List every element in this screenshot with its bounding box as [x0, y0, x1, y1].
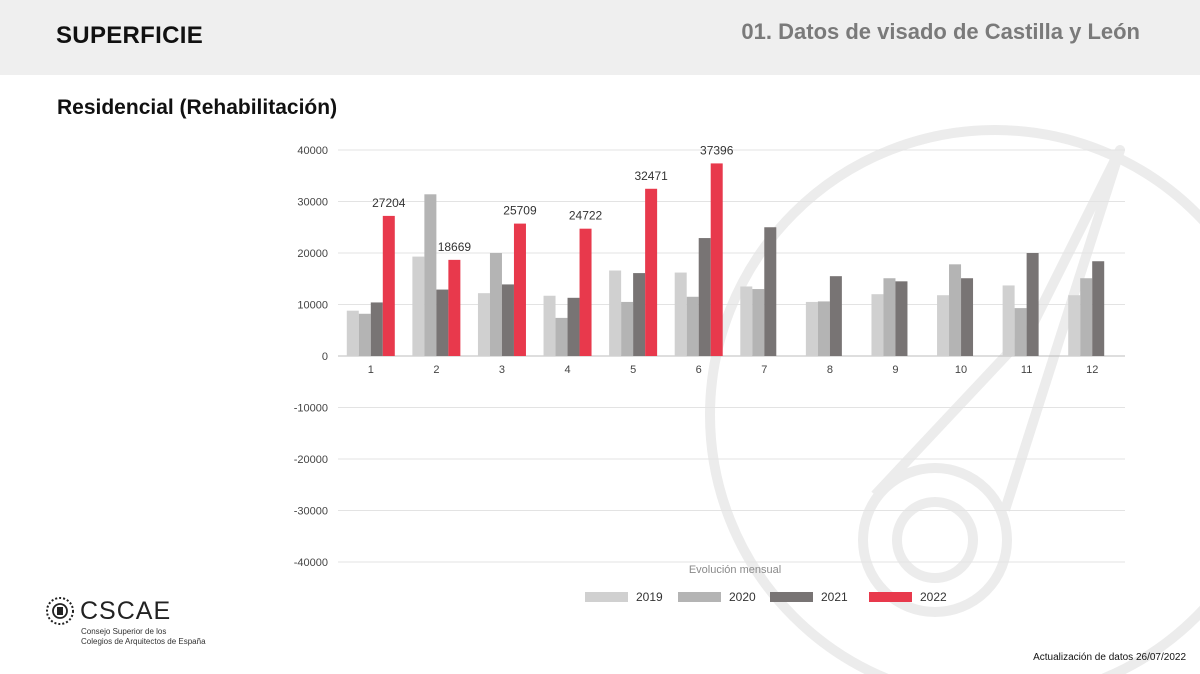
bar-2021-m12 — [1092, 261, 1105, 356]
bar-2020-m6 — [686, 296, 699, 356]
x-tick-label: 12 — [1086, 364, 1098, 376]
y-tick-label: 0 — [322, 351, 328, 363]
legend-label: 2022 — [920, 590, 947, 604]
document-title: 01. Datos de visado de Castilla y León — [741, 19, 1140, 44]
bar-2020-m3 — [489, 253, 502, 356]
bar-2022-m3 — [513, 223, 526, 356]
bar-2021-m2 — [436, 289, 449, 356]
bar-2020-m2 — [424, 194, 437, 356]
x-tick-label: 3 — [499, 364, 505, 376]
x-axis-ticks: 1 2 3 4 5 6 7 8 9 10 11 12 — [368, 364, 1099, 376]
data-label: 37396 — [700, 143, 734, 157]
y-tick-label: 30000 — [297, 197, 328, 209]
x-axis-title: Evolución mensual — [689, 564, 781, 576]
chart-subtitle: Residencial (Rehabilitación) — [57, 96, 338, 119]
bar-2021-m4 — [567, 297, 580, 356]
legend-swatch-2022 — [869, 592, 912, 602]
bar-2019-m11 — [1002, 285, 1015, 356]
section-title: SUPERFICIE — [56, 22, 204, 49]
x-tick-label: 7 — [761, 364, 767, 376]
x-tick-label: 4 — [564, 364, 570, 376]
bar-2019-m6 — [674, 272, 687, 356]
chart-legend: 2019 2020 2021 2022 — [585, 590, 947, 604]
bar-2019-m3 — [477, 293, 490, 356]
bar-2019-m7 — [740, 286, 753, 356]
bar-2022-m5 — [645, 188, 658, 356]
x-tick-label: 1 — [368, 364, 374, 376]
legend-swatch-2019 — [585, 592, 628, 602]
y-tick-label: 40000 — [297, 145, 328, 157]
x-tick-label: 8 — [827, 364, 833, 376]
y-tick-label: 10000 — [297, 300, 328, 312]
data-label: 24722 — [569, 209, 603, 223]
data-label: 27204 — [372, 196, 406, 210]
bar-2019-m5 — [609, 270, 622, 356]
y-tick-label: -10000 — [294, 403, 328, 415]
x-tick-label: 6 — [696, 364, 702, 376]
y-tick-label: -40000 — [294, 557, 328, 569]
legend-swatch-2020 — [678, 592, 721, 602]
x-tick-label: 11 — [1021, 364, 1032, 376]
legend-label: 2021 — [821, 590, 848, 604]
bar-2021-m1 — [370, 302, 383, 356]
bar-2020-m12 — [1080, 278, 1093, 356]
data-label: 18669 — [438, 240, 472, 254]
bar-2021-m5 — [633, 273, 646, 356]
bar-chart: 40000 30000 20000 10000 0 -10000 -20000 -30000 -… — [294, 143, 1125, 604]
bar-2019-m9 — [871, 294, 884, 356]
chart-bars — [346, 163, 1105, 356]
bar-2020-m10 — [949, 264, 962, 356]
logo-subtitle-line1: Consejo Superior de los — [81, 627, 167, 636]
logo-subtitle-line2: Colegios de Arquitectos de España — [81, 637, 206, 646]
bar-2022-m4 — [579, 228, 592, 356]
bar-2019-m12 — [1068, 295, 1081, 356]
bar-2022-m2 — [448, 259, 461, 356]
bar-2020-m1 — [358, 313, 371, 356]
bar-2020-m8 — [817, 301, 830, 356]
header-band — [0, 0, 1200, 75]
y-tick-label: 20000 — [297, 248, 328, 260]
y-tick-label: -20000 — [294, 454, 328, 466]
bar-2021-m7 — [764, 227, 777, 356]
bar-2021-m8 — [829, 276, 842, 356]
x-tick-label: 10 — [955, 364, 967, 376]
legend-swatch-2021 — [770, 592, 813, 602]
logo-subtitle: Consejo Superior de los Colegios de Arqu… — [81, 627, 206, 647]
crest-icon — [46, 597, 74, 625]
bar-2020-m4 — [555, 317, 568, 356]
bar-2020-m5 — [621, 301, 634, 356]
logo-name: CSCAE — [80, 597, 172, 625]
y-axis-ticks: 40000 30000 20000 10000 0 -10000 -20000 -30000 -… — [294, 145, 328, 569]
chart-gridlines — [338, 149, 1125, 563]
bar-2021-m11 — [1026, 253, 1039, 356]
bar-2022-m1 — [382, 215, 395, 356]
bar-2021-m10 — [961, 278, 974, 356]
x-tick-label: 5 — [630, 364, 636, 376]
data-label: 32471 — [634, 169, 668, 183]
update-note: Actualización de datos 26/07/2022 — [1033, 652, 1186, 663]
legend-label: 2020 — [729, 590, 756, 604]
bar-2021-m6 — [698, 238, 711, 356]
legend-label: 2019 — [636, 590, 663, 604]
cscae-logo: CSCAE Consejo Superior de los Colegios d… — [44, 595, 244, 655]
bar-2021-m9 — [895, 281, 908, 356]
x-tick-label: 9 — [892, 364, 898, 376]
bar-2019-m8 — [805, 301, 818, 356]
bar-2021-m3 — [501, 284, 514, 356]
bar-2019-m10 — [937, 295, 950, 356]
bar-2022-m6 — [710, 163, 723, 356]
bar-2019-m1 — [346, 310, 359, 356]
bar-2019-m2 — [412, 256, 425, 356]
x-tick-label: 2 — [433, 364, 439, 376]
bar-2020-m9 — [883, 278, 896, 356]
chart-data-labels: 27204 18669 25709 24722 32471 37396 — [372, 143, 734, 253]
bar-2020-m7 — [752, 289, 765, 356]
bar-2019-m4 — [543, 295, 556, 356]
bar-2020-m11 — [1014, 308, 1027, 356]
data-label: 25709 — [503, 204, 537, 218]
y-tick-label: -30000 — [294, 506, 328, 518]
